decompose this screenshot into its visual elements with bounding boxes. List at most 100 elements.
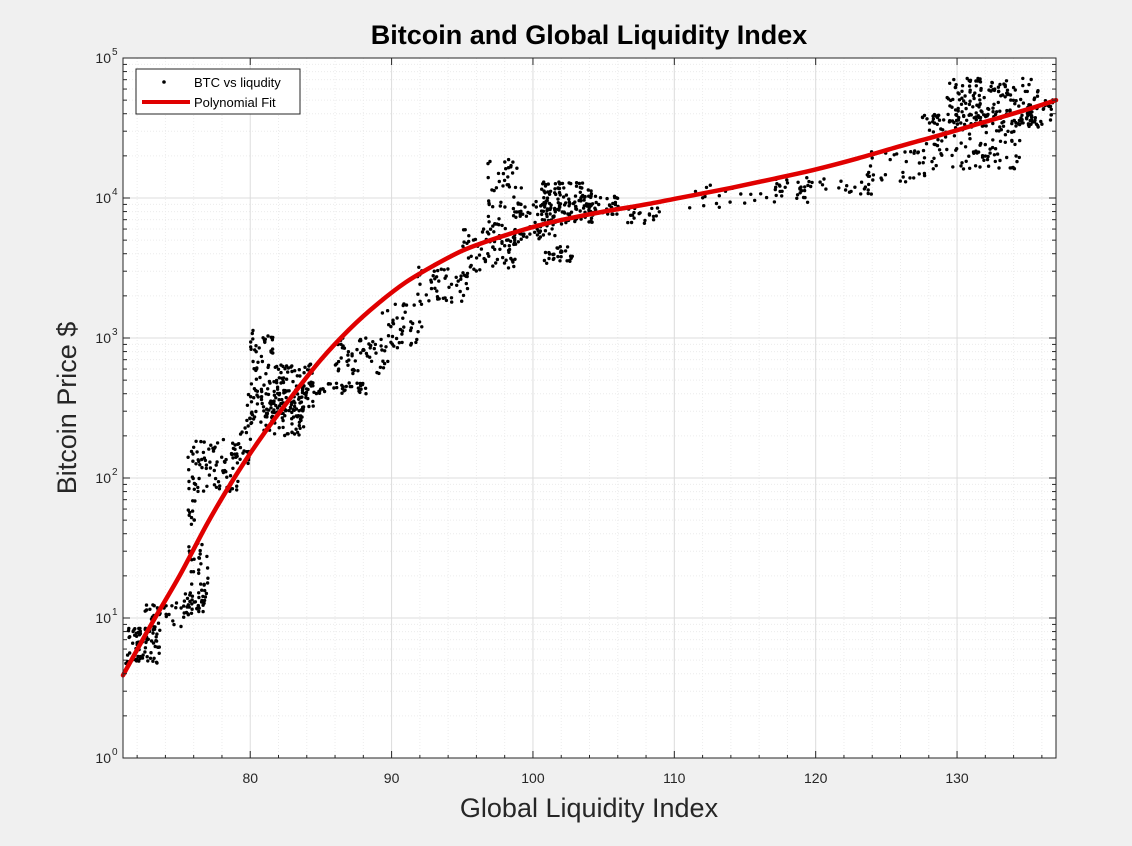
data-point bbox=[960, 96, 964, 100]
data-point bbox=[213, 445, 217, 449]
fit-layer bbox=[120, 97, 1059, 678]
data-point bbox=[933, 142, 937, 147]
data-point bbox=[335, 362, 339, 366]
data-point bbox=[498, 247, 502, 251]
data-point bbox=[245, 403, 250, 407]
data-point bbox=[580, 181, 585, 185]
data-point bbox=[164, 614, 168, 619]
data-point bbox=[820, 183, 825, 187]
data-point bbox=[435, 289, 439, 293]
data-point bbox=[217, 487, 222, 491]
data-point bbox=[153, 644, 157, 649]
data-point bbox=[417, 320, 422, 324]
data-point bbox=[255, 402, 260, 406]
data-point bbox=[277, 376, 281, 380]
data-point bbox=[140, 656, 145, 660]
data-point bbox=[267, 379, 272, 384]
data-point bbox=[764, 195, 769, 200]
data-point bbox=[935, 122, 939, 127]
data-point bbox=[774, 185, 778, 189]
data-point bbox=[444, 298, 449, 303]
data-point bbox=[932, 112, 937, 117]
x-tick-label: 110 bbox=[663, 770, 686, 786]
data-point bbox=[297, 368, 301, 372]
data-point bbox=[954, 83, 958, 87]
data-point bbox=[548, 207, 552, 212]
data-point bbox=[983, 154, 988, 158]
data-point bbox=[880, 178, 884, 182]
data-point bbox=[204, 466, 208, 471]
data-point bbox=[393, 302, 397, 306]
data-point bbox=[866, 191, 870, 196]
data-point bbox=[491, 264, 495, 268]
data-point bbox=[967, 84, 972, 88]
data-point bbox=[995, 152, 1000, 156]
data-point bbox=[531, 203, 536, 207]
data-point bbox=[557, 208, 561, 212]
data-point bbox=[594, 200, 598, 205]
data-point bbox=[381, 359, 385, 363]
data-point bbox=[211, 449, 216, 453]
data-point bbox=[197, 476, 201, 481]
data-point bbox=[446, 267, 450, 271]
data-point bbox=[1017, 155, 1021, 160]
data-point bbox=[249, 345, 253, 349]
chart-title: Bitcoin and Global Liquidity Index bbox=[371, 20, 808, 50]
data-point bbox=[643, 218, 647, 223]
data-point bbox=[190, 602, 194, 606]
legend-label-fit: Polynomial Fit bbox=[194, 95, 276, 110]
data-point bbox=[632, 216, 636, 220]
data-point bbox=[573, 219, 577, 224]
data-point bbox=[988, 151, 992, 155]
data-point bbox=[497, 223, 501, 227]
data-point bbox=[141, 653, 145, 657]
data-point bbox=[205, 581, 210, 585]
data-point bbox=[197, 556, 201, 560]
data-point bbox=[1016, 122, 1021, 126]
data-point bbox=[464, 281, 468, 286]
data-point bbox=[922, 156, 927, 160]
data-point bbox=[275, 381, 279, 385]
data-point bbox=[913, 149, 917, 153]
data-point bbox=[974, 84, 978, 88]
data-point bbox=[982, 158, 986, 162]
data-point bbox=[513, 185, 518, 190]
y-tick-label-exponent: 3 bbox=[112, 327, 118, 338]
data-point bbox=[998, 139, 1003, 143]
data-point bbox=[974, 118, 978, 122]
x-tick-labels: 80 90 100 110 120 130 bbox=[242, 770, 968, 786]
data-point bbox=[252, 387, 257, 391]
data-point bbox=[261, 405, 266, 409]
data-point bbox=[533, 230, 537, 234]
data-point bbox=[1010, 138, 1014, 143]
data-point bbox=[547, 232, 551, 236]
data-point bbox=[948, 81, 952, 86]
data-point bbox=[972, 96, 976, 101]
data-point bbox=[559, 222, 564, 226]
data-point bbox=[272, 389, 276, 394]
data-point bbox=[384, 345, 388, 349]
data-point bbox=[1024, 116, 1029, 120]
data-point bbox=[1049, 107, 1054, 112]
data-point bbox=[845, 184, 849, 188]
data-point bbox=[197, 595, 201, 600]
data-point bbox=[998, 125, 1002, 129]
data-point bbox=[458, 289, 462, 294]
data-point bbox=[283, 367, 287, 371]
data-point bbox=[657, 210, 661, 214]
data-point bbox=[986, 154, 990, 159]
data-point bbox=[246, 424, 250, 428]
data-point bbox=[989, 89, 993, 93]
data-point bbox=[328, 382, 332, 386]
data-point bbox=[567, 197, 571, 201]
data-point bbox=[303, 365, 307, 369]
data-point bbox=[500, 240, 504, 244]
data-point bbox=[566, 212, 570, 216]
data-point bbox=[1001, 93, 1005, 97]
data-point bbox=[190, 607, 194, 611]
data-point bbox=[235, 452, 239, 456]
data-point bbox=[287, 408, 291, 413]
data-point bbox=[220, 455, 224, 459]
data-point bbox=[456, 279, 460, 283]
data-point bbox=[144, 608, 149, 612]
